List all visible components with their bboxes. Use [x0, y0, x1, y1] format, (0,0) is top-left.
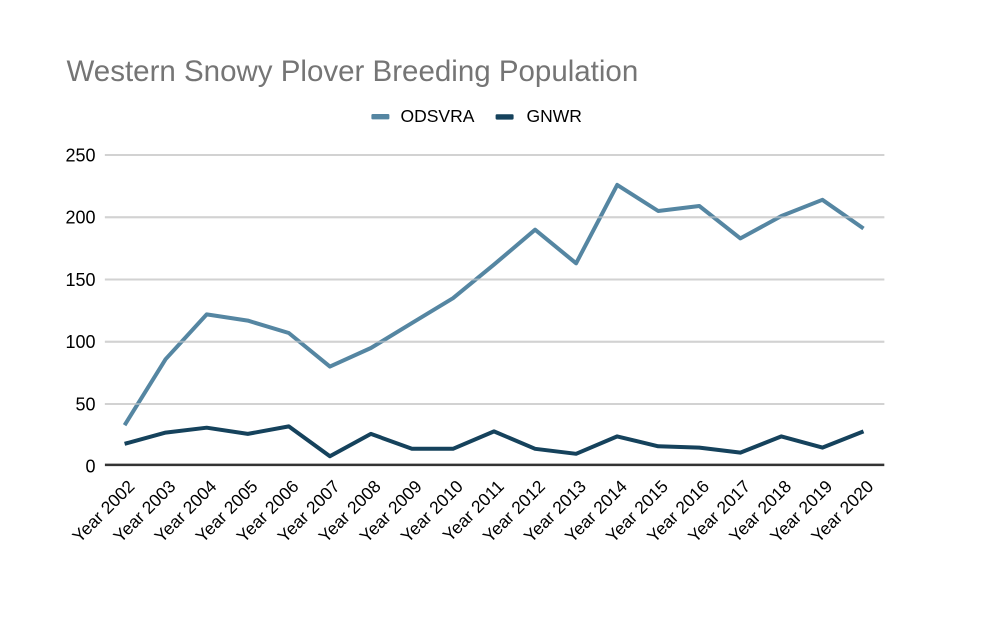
- svg-text:GNWR: GNWR: [527, 106, 582, 126]
- svg-text:50: 50: [75, 394, 95, 414]
- svg-text:250: 250: [65, 145, 95, 165]
- svg-text:Western Snowy Plover Breeding: Western Snowy Plover Breeding Population: [67, 55, 639, 88]
- svg-text:100: 100: [65, 332, 95, 352]
- svg-text:200: 200: [65, 208, 95, 228]
- svg-text:ODSVRA: ODSVRA: [401, 106, 475, 126]
- svg-text:150: 150: [65, 270, 95, 290]
- svg-text:0: 0: [85, 457, 95, 477]
